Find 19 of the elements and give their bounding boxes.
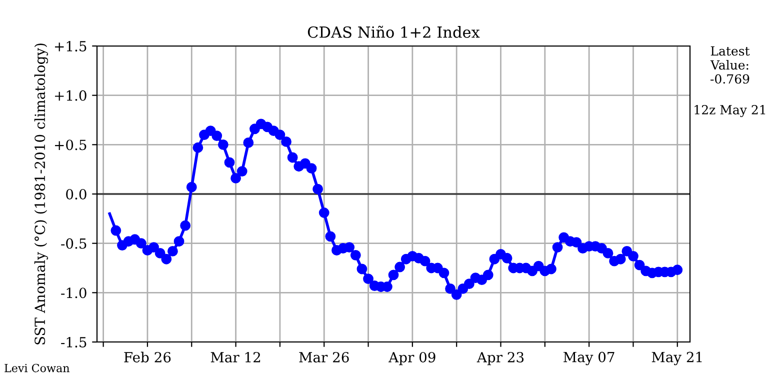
x-tick-label: Mar 26 [299, 352, 349, 362]
chart-title: CDAS Niño 1+2 Index [308, 26, 480, 38]
x-tick-label: Mar 12 [210, 352, 260, 362]
x-tick-label: Apr 23 [476, 352, 524, 366]
text: Latest Value: -0.769 [710, 46, 750, 84]
y-tick-label: -1.0 [61, 288, 86, 298]
y-axis-title: SST Anomaly (°C) (1981-2010 climatology) [34, 44, 48, 344]
x-tick-label: Feb 26 [124, 352, 171, 362]
y-tick-label: +0.5 [55, 140, 86, 150]
text: Levi Cowan [4, 364, 70, 372]
y-tick-label: -0.5 [61, 238, 86, 249]
y-tick-label: +1.0 [55, 90, 86, 101]
x-tick-label: Apr 09 [388, 352, 436, 366]
x-tick-label: May 21 [652, 352, 702, 366]
y-tick-label: -1.5 [61, 336, 86, 348]
text: 12z May 21 [694, 104, 766, 118]
y-tick-label: +1.5 [55, 40, 86, 52]
x-tick-label: May 07 [564, 352, 614, 366]
y-tick-label: 0.0 [66, 188, 86, 200]
